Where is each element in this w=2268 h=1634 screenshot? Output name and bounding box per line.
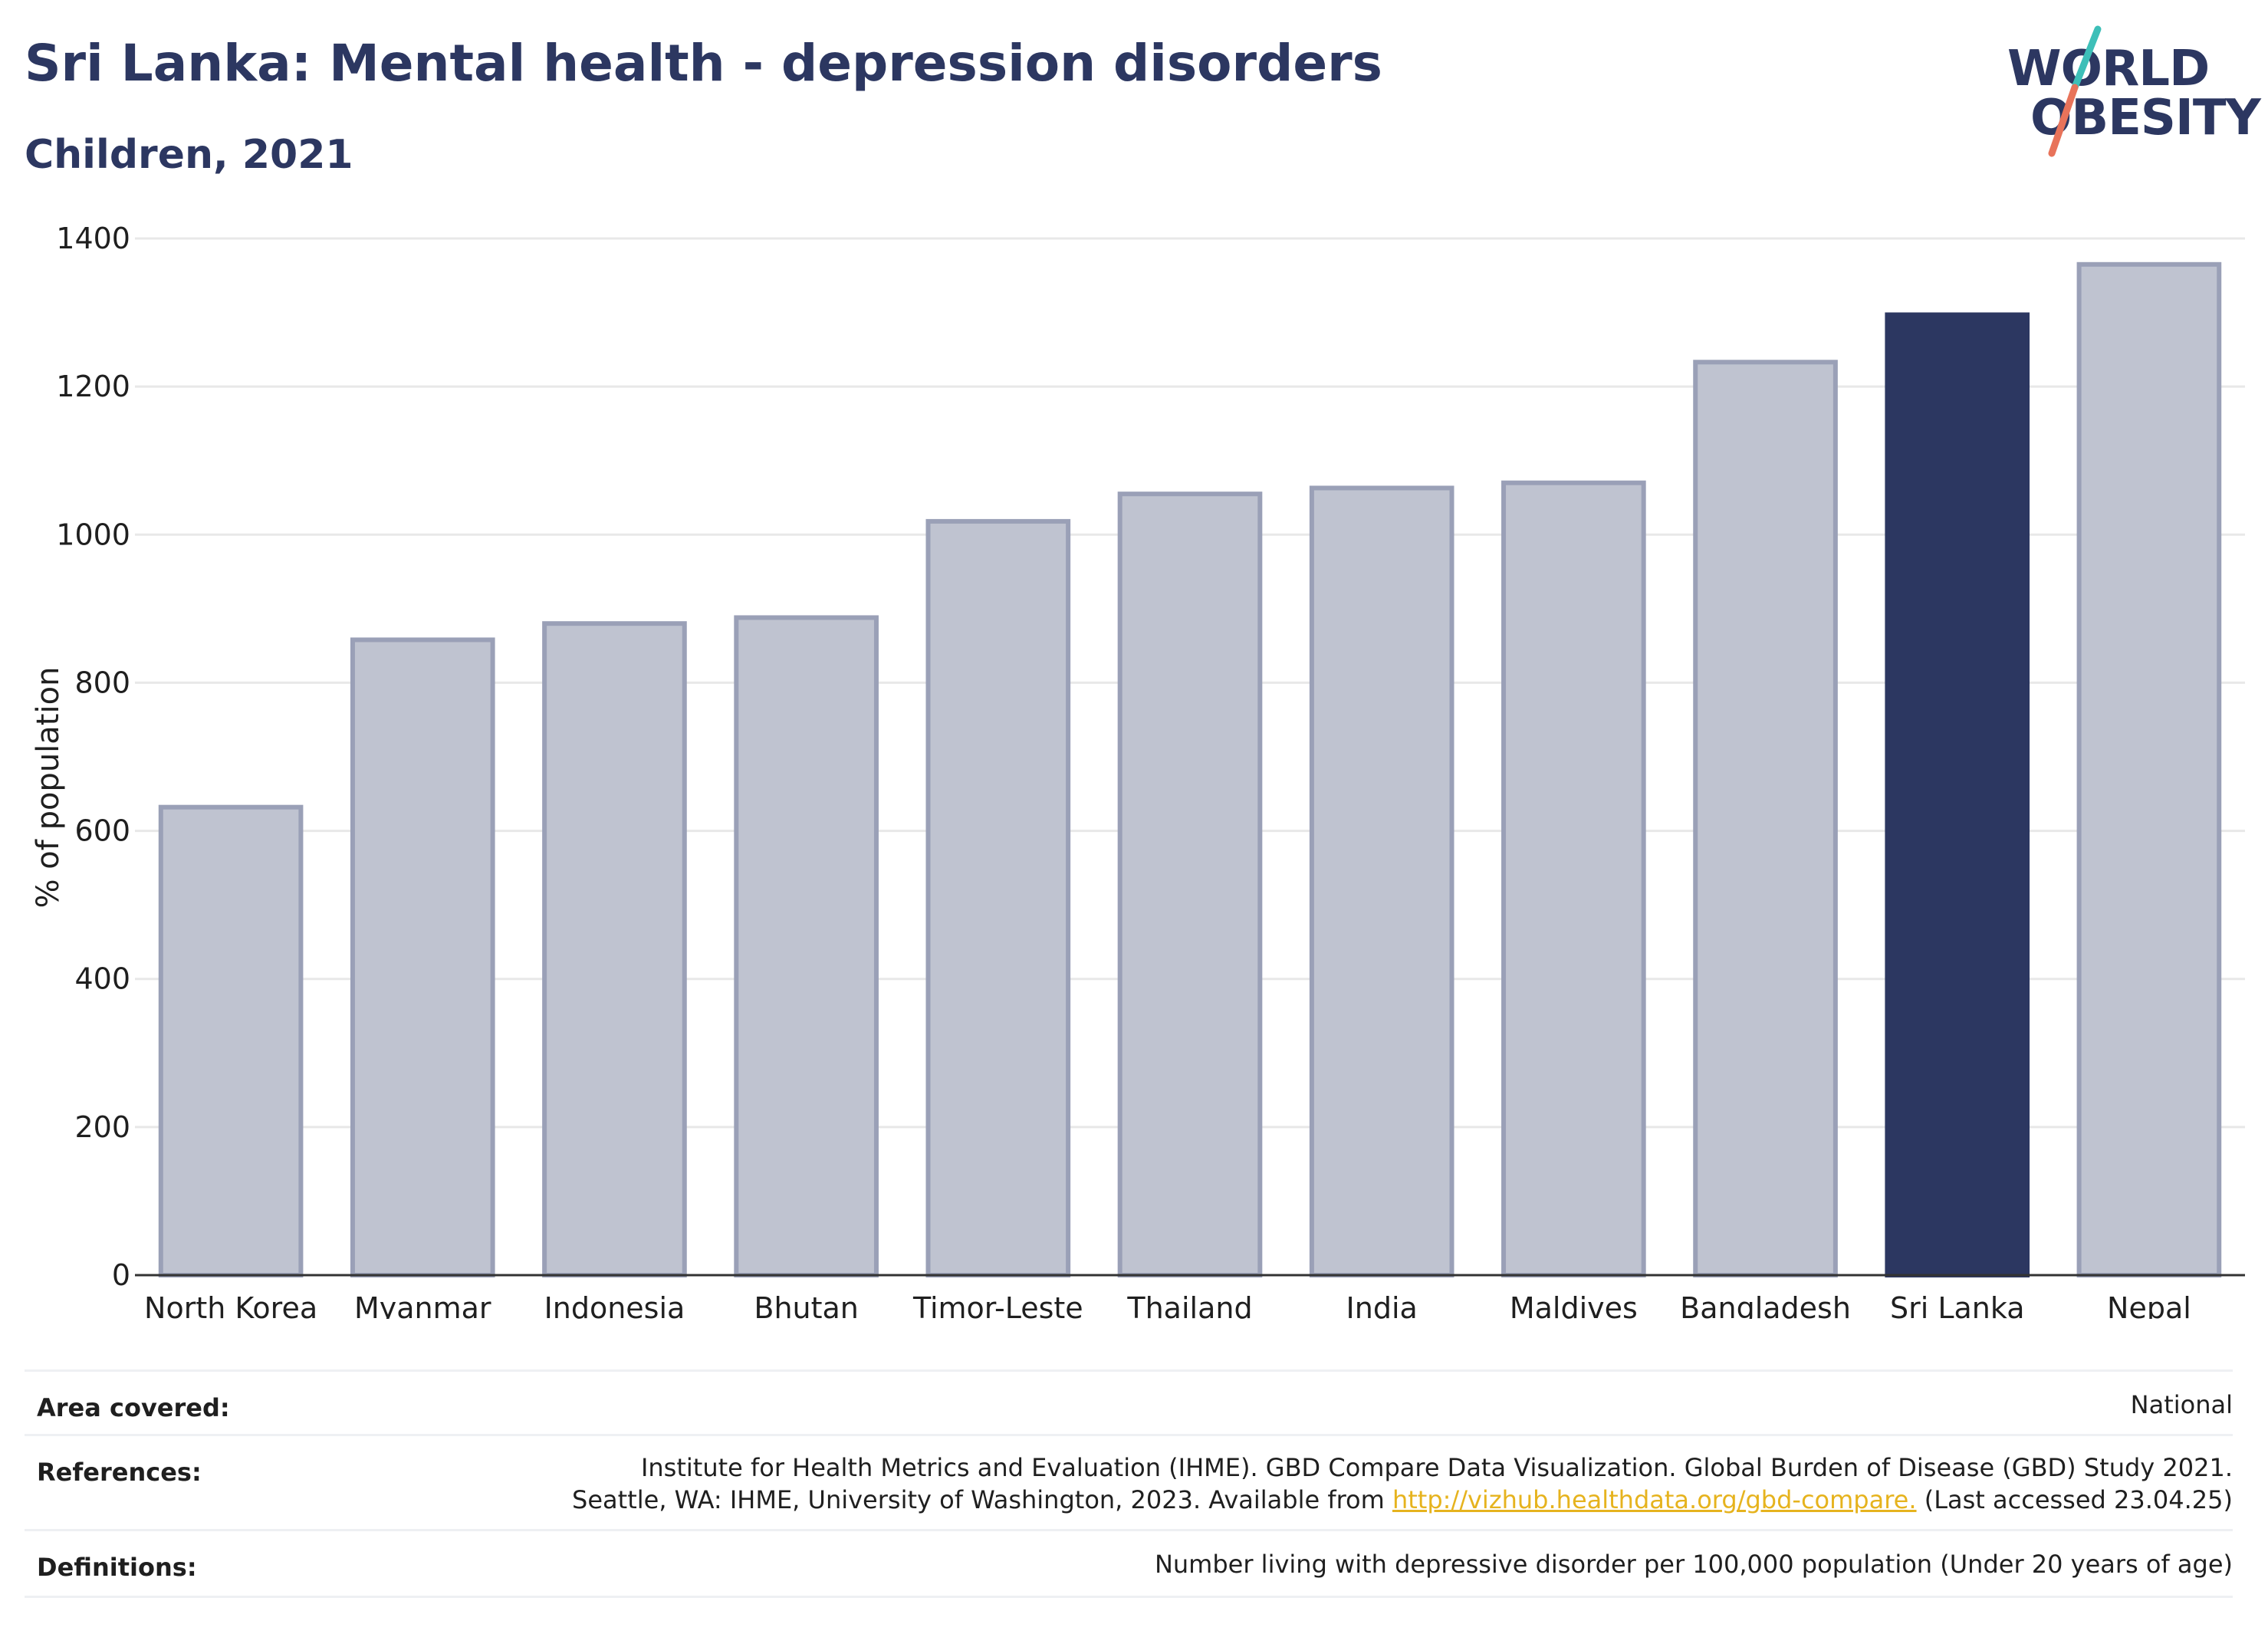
references-line-2-text: Seattle, WA: IHME, University of Washing… — [572, 1485, 1392, 1514]
bar-india — [1309, 485, 1454, 1278]
bars — [158, 261, 2222, 1278]
meta-row-area: Area covered: National — [25, 1369, 2233, 1436]
world-obesity-logo: WORLD OBESITY — [1994, 23, 2261, 161]
bar-bangladesh — [1693, 360, 1838, 1277]
y-tick-label: 0 — [112, 1258, 130, 1292]
page-title: Sri Lanka: Mental health - depression di… — [25, 34, 1382, 93]
area-covered-value: National — [2130, 1390, 2233, 1419]
page-subtitle: Children, 2021 — [25, 132, 353, 178]
area-covered-label: Area covered: — [37, 1393, 230, 1422]
bar-bhutan — [734, 615, 879, 1277]
x-tick-label: Sri Lanka — [1890, 1291, 2025, 1319]
x-axis-ticks: North Korea Myanmar Indonesia Bhutan Timor-L… — [144, 1291, 2191, 1319]
x-tick-label: North Korea — [144, 1291, 317, 1319]
definitions-label: Definitions: — [37, 1553, 197, 1582]
references-line-1: Institute for Health Metrics and Evaluat… — [640, 1453, 2233, 1482]
bar-nepal — [2076, 261, 2222, 1277]
x-tick-label: Bangladesh — [1680, 1291, 1851, 1319]
references-link[interactable]: http://vizhub.healthdata.org/gbd-compare… — [1392, 1485, 1917, 1514]
y-tick-label: 800 — [74, 666, 130, 699]
bar-sri-lanka — [1885, 312, 2030, 1277]
x-tick-label: Indonesia — [544, 1291, 685, 1319]
logo-line-1: WORLD — [2007, 41, 2210, 97]
bar-north-korea — [158, 804, 304, 1277]
bar-timor-leste — [925, 518, 1071, 1277]
y-tick-label: 1400 — [56, 222, 130, 255]
bar-maldives — [1501, 480, 1646, 1278]
references-value: Institute for Health Metrics and Evaluat… — [572, 1452, 2233, 1516]
x-tick-label: Myanmar — [354, 1291, 491, 1319]
y-axis-label: % of population — [31, 667, 66, 909]
x-tick-label: India — [1346, 1291, 1418, 1319]
y-axis-ticks: 0 200 400 600 800 1000 1200 1400 — [56, 222, 130, 1292]
x-tick-label: Nepal — [2107, 1291, 2191, 1319]
x-tick-label: Thailand — [1126, 1291, 1252, 1319]
bar-chart: 0 200 400 600 800 1000 1200 1400 North Korea Mya… — [31, 222, 2245, 1319]
logo-slash-icon — [2048, 25, 2102, 157]
references-label: References: — [37, 1458, 202, 1487]
y-tick-label: 1000 — [56, 518, 130, 551]
y-tick-label: 600 — [74, 814, 130, 848]
bar-thailand — [1117, 492, 1263, 1277]
x-tick-label: Timor-Leste — [912, 1291, 1083, 1319]
definitions-value: Number living with depressive disorder p… — [1154, 1550, 2233, 1579]
bar-indonesia — [542, 621, 687, 1277]
y-tick-label: 400 — [74, 962, 130, 996]
x-tick-label: Maldives — [1510, 1291, 1638, 1319]
y-tick-label: 200 — [74, 1110, 130, 1144]
meta-row-references: References: Institute for Health Metrics… — [25, 1434, 2233, 1531]
bar-myanmar — [350, 637, 495, 1277]
references-line-2: Seattle, WA: IHME, University of Washing… — [572, 1484, 2233, 1516]
x-tick-label: Bhutan — [754, 1291, 859, 1319]
references-accessed: (Last accessed 23.04.25) — [1916, 1485, 2233, 1514]
y-tick-label: 1200 — [56, 370, 130, 403]
meta-row-definitions: Definitions: Number living with depressi… — [25, 1529, 2233, 1598]
